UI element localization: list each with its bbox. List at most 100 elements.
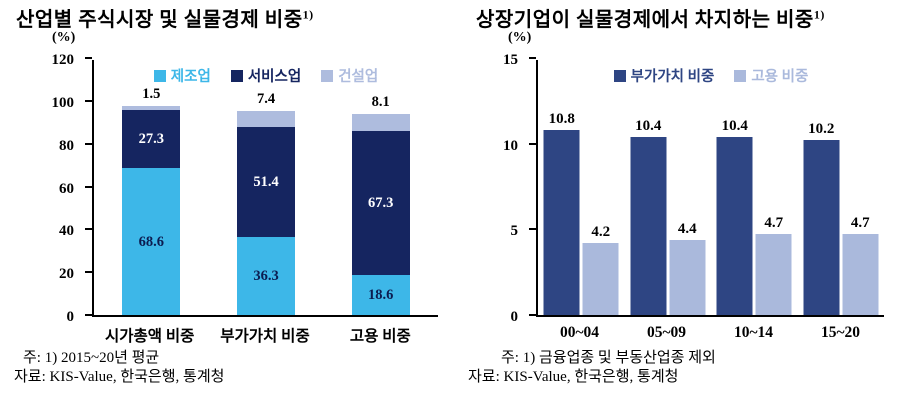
y-axis-tick-mark	[85, 185, 92, 188]
y-axis-tick-label: 60	[59, 180, 74, 197]
bar: 4.7	[755, 215, 792, 315]
bar: 10.8	[543, 110, 580, 315]
bar-group: 10.8 4.2	[543, 110, 619, 315]
legend-swatch	[734, 69, 747, 82]
bar-rect	[669, 239, 706, 315]
y-axis-tick-mark	[85, 57, 92, 59]
x-axis-label: 고용 비중	[349, 328, 411, 345]
right-chart-panel: 상장기업이 실물경제에서 차지하는 비중1) (%) 0 5 10 15 부가가치 비…	[452, 0, 904, 405]
y-axis-tick-mark	[85, 142, 92, 145]
y-axis-tick-label: 80	[59, 137, 74, 154]
right-chart-title-text: 상장기업이 실물경제에서 차지하는 비중	[476, 9, 814, 31]
value-label: 10.4	[635, 117, 662, 134]
left-chart-title: 산업별 주식시장 및 실물경제 비중1)	[16, 3, 314, 32]
stacked-bar: 18.6 67.3 8.1	[351, 94, 410, 315]
stacked-bar: 36.3 51.4 7.4	[237, 91, 295, 315]
x-axis-label: 05~09	[646, 324, 687, 341]
bar-column: 10.2 4.7	[798, 60, 885, 315]
legend-label: 고용 비중	[751, 69, 809, 85]
right-chart-title: 상장기업이 실물경제에서 차지하는 비중1)	[476, 3, 825, 32]
right-notes: 주: 1) 금융업종 및 부동산업종 제외 자료: KIS-Value, 한국은…	[468, 349, 716, 387]
y-axis-tick-label: 0	[510, 309, 519, 325]
right-plot-area: 부가가치 비중 고용 비중 10.8 4.2 10.4 4.4 10.4 4.7 10.2 4.…	[529, 57, 885, 317]
legend-label: 제조업	[170, 69, 211, 85]
bar-segment	[122, 106, 181, 110]
bar: 4.4	[669, 220, 706, 315]
value-label: 10.8	[548, 110, 575, 127]
left-chart-footnote-marker: 1)	[302, 7, 314, 22]
left-plot-area: 제조업 서비스업 건설업 68.6 27.3 1.5 36.3 51.4 7.4 18.6 67.…	[85, 57, 438, 317]
legend-item: 서비스업	[230, 65, 301, 86]
legend-swatch	[230, 69, 243, 82]
left-chart-panel: 산업별 주식시장 및 실물경제 비중1) (%) 0 20 40 60 80 100 120…	[0, 3, 438, 387]
value-label: 4.7	[850, 215, 870, 232]
left-notes: 주: 1) 2015~20년 평균 자료: KIS-Value, 한국은행, 통…	[14, 349, 224, 387]
right-y-axis-unit-label: (%)	[508, 30, 532, 45]
value-label: 67.3	[367, 195, 394, 212]
y-axis-tick-label: 40	[59, 223, 74, 240]
bar-group: 10.2 4.7	[803, 121, 879, 315]
value-label: 7.4	[256, 91, 276, 108]
value-label: 4.4	[677, 220, 697, 237]
y-axis-tick-mark	[85, 314, 92, 316]
bar-column: 10.4 4.7	[711, 60, 798, 315]
bar-segment: 67.3	[351, 131, 410, 276]
y-axis-tick-label: 5	[510, 223, 519, 240]
y-axis-tick-label: 100	[51, 94, 75, 111]
right-source-line: 자료: KIS-Value, 한국은행, 통계청	[468, 369, 679, 385]
bar-segment: 36.3	[237, 237, 295, 315]
value-label: 27.3	[138, 130, 165, 147]
bar-rect	[630, 136, 667, 315]
legend-label: 건설업	[338, 69, 379, 85]
y-axis-tick-label: 0	[66, 309, 75, 325]
bar-column: 18.6 67.3 8.1	[323, 60, 438, 315]
bar-group: 10.4 4.7	[716, 117, 792, 315]
bar-column: 10.8 4.2	[538, 60, 625, 315]
value-label: 4.2	[591, 224, 611, 241]
left-chart-title-text: 산업별 주식시장 및 실물경제 비중	[16, 9, 303, 31]
right-x-axis-labels: 00~04 05~09 10~14 15~20	[536, 324, 884, 342]
bar: 10.4	[630, 117, 667, 315]
legend-item: 부가가치 비중	[613, 65, 714, 86]
legend-swatch	[321, 69, 334, 82]
value-label: 4.7	[764, 215, 784, 232]
value-label: 1.5	[142, 86, 161, 103]
bar: 4.2	[582, 224, 619, 315]
value-label: 10.4	[721, 117, 748, 134]
left-note-line: 주: 1) 2015~20년 평균	[23, 350, 160, 366]
bar: 10.4	[716, 117, 753, 315]
bar-rect	[716, 136, 753, 315]
y-axis-tick-mark	[85, 271, 92, 274]
bar-segment: 18.6	[351, 275, 410, 315]
left-y-axis-unit-label: (%)	[52, 30, 76, 45]
bar-group: 10.4 4.4	[630, 117, 706, 315]
y-axis-tick-mark	[85, 228, 92, 231]
left-y-axis: 0 20 40 60 80 100 120	[0, 52, 84, 325]
bar-rect	[543, 129, 580, 315]
left-x-axis-labels: 시가총액 비중 부가가치 비중 고용 비중	[92, 324, 438, 346]
value-label: 18.6	[367, 287, 394, 304]
y-axis-tick-label: 120	[51, 52, 75, 68]
y-axis-tick-label: 20	[59, 266, 74, 283]
legend-item: 제조업	[153, 65, 211, 86]
bar: 4.7	[842, 215, 879, 315]
value-label: 51.4	[253, 174, 279, 191]
x-axis-label: 부가가치 비중	[220, 328, 310, 345]
bar: 10.2	[803, 121, 840, 315]
right-legend: 부가가치 비중 고용 비중	[538, 65, 884, 86]
bar-segment: 51.4	[237, 127, 295, 238]
bar-rect	[582, 243, 619, 315]
y-axis-tick-mark	[85, 99, 92, 102]
legend-item: 고용 비중	[734, 65, 808, 86]
x-axis-label: 10~14	[733, 324, 774, 341]
bar-rect	[842, 234, 879, 315]
y-axis-tick-mark	[529, 142, 536, 145]
x-axis-label: 00~04	[559, 324, 600, 341]
value-label: 8.1	[371, 93, 390, 110]
y-axis-tick-mark	[529, 314, 536, 316]
left-legend: 제조업 서비스업 건설업	[94, 65, 438, 86]
value-label: 68.6	[138, 233, 165, 250]
right-y-axis: 0 5 10 15	[452, 52, 528, 325]
bar-segment: 68.6	[122, 168, 181, 315]
